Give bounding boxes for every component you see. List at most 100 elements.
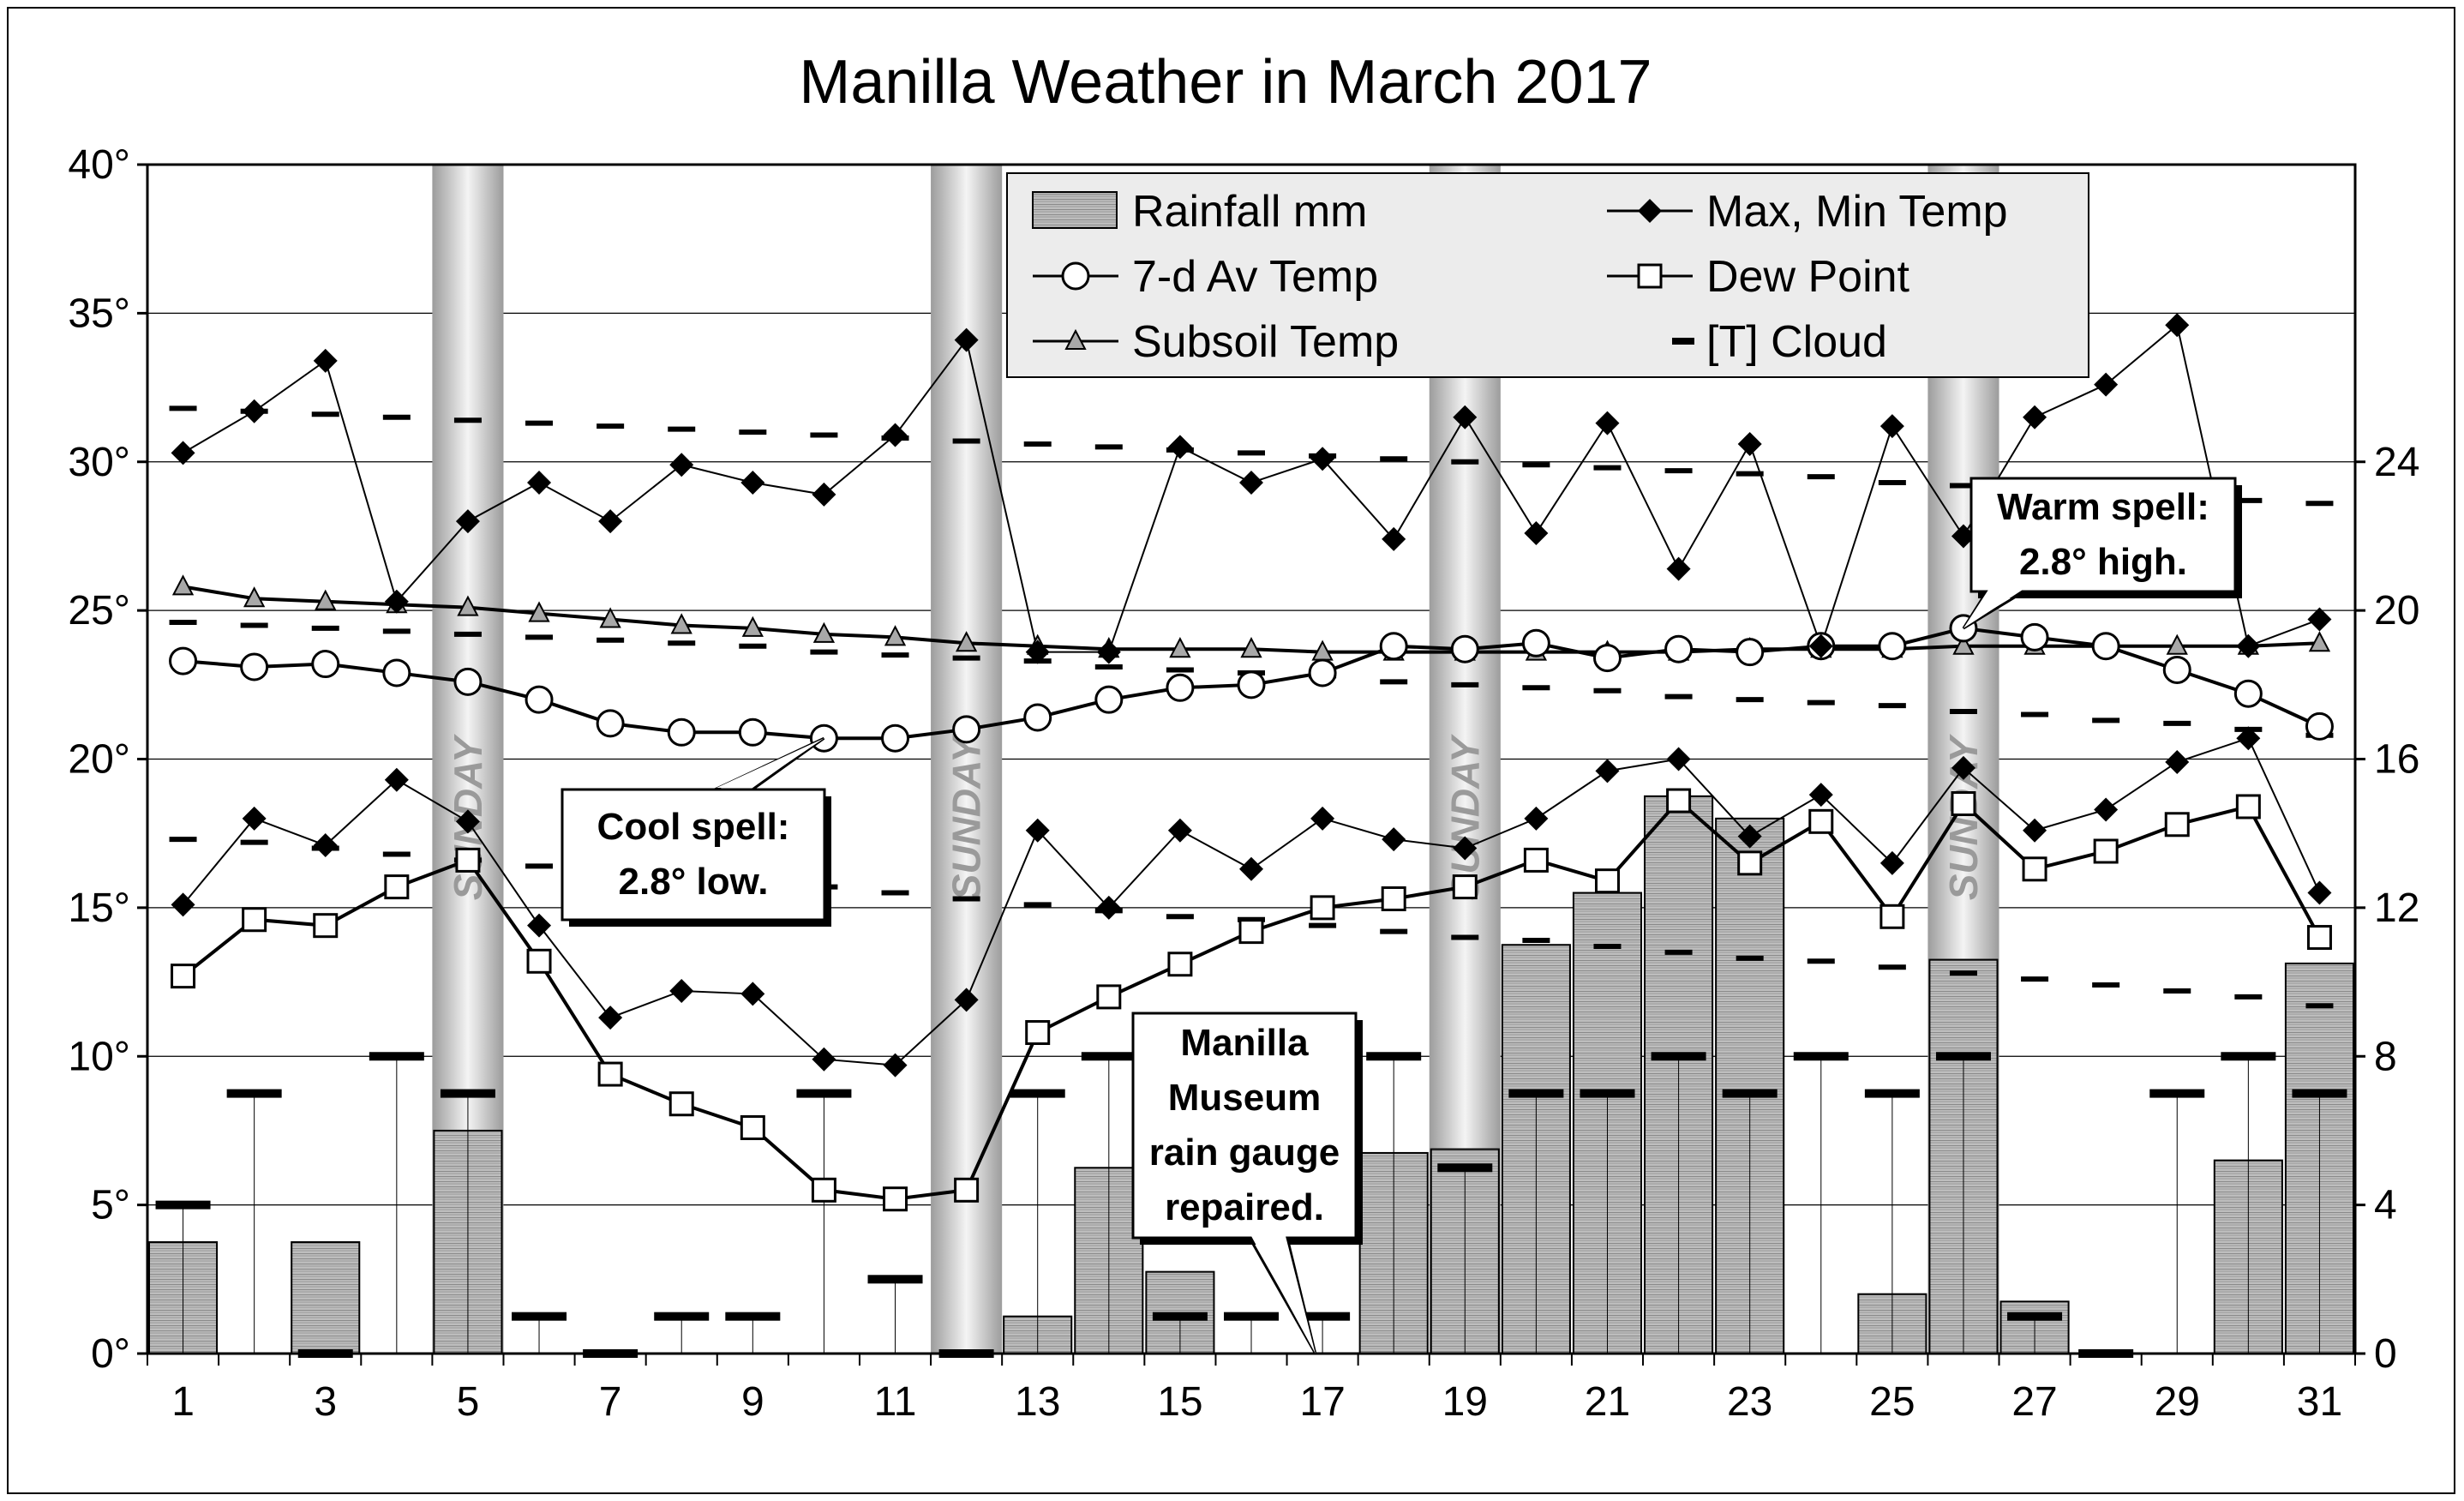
cloud-dash xyxy=(2221,1052,2276,1061)
dew-point-point xyxy=(2093,838,2119,864)
callout-museum: Manilla Museum rain gauge repaired. xyxy=(1131,1012,1363,1354)
avg-temp-point xyxy=(382,658,411,687)
avg-temp-point xyxy=(2305,711,2334,741)
min-temp-point xyxy=(669,978,694,1003)
y-right-tick-label: 0 xyxy=(2374,1331,2397,1377)
max-temp-point xyxy=(2236,633,2261,658)
min-temp-point xyxy=(455,809,480,834)
y-left-tick-label: 10° xyxy=(68,1034,130,1079)
y-right-tick-label: 12 xyxy=(2374,886,2419,931)
cloud-dash xyxy=(369,1052,424,1061)
min-temp-point xyxy=(1239,856,1263,881)
dew-point-point xyxy=(811,1177,836,1203)
max-temp-point xyxy=(2307,607,2332,632)
callout-text-line: repaired. xyxy=(1165,1186,1324,1228)
dew-point-point xyxy=(1808,808,1834,834)
avg-temp-point xyxy=(240,652,269,681)
max-temp-point xyxy=(1951,524,1975,549)
y-left-tick-label: 20° xyxy=(68,737,130,783)
dew-point-point xyxy=(526,948,552,974)
x-tick-label: 11 xyxy=(874,1379,917,1425)
callout-text-line: Cool spell: xyxy=(597,806,790,848)
min-temp-point xyxy=(1382,827,1406,852)
subsoil-point xyxy=(741,615,764,637)
cloud-dash xyxy=(1010,1089,1065,1098)
avg-temp-point xyxy=(881,723,910,753)
subsoil-point xyxy=(243,586,266,608)
max-temp-point xyxy=(812,482,836,507)
legend-dash-swatch xyxy=(1672,338,1694,345)
y-right-tick-label: 4 xyxy=(2374,1183,2397,1228)
dew-point-point xyxy=(384,874,410,900)
avg-temp-point xyxy=(525,685,554,714)
legend-label: Subsoil Temp xyxy=(1132,317,1399,367)
avg-temp-point xyxy=(453,667,483,696)
avg-temp-point xyxy=(667,717,696,747)
avg-temp-point xyxy=(2233,679,2263,708)
legend-box xyxy=(1006,172,2089,378)
legend-symbol-square-line xyxy=(1607,263,1693,289)
min-temp-point xyxy=(1310,806,1335,831)
max-temp-point xyxy=(384,589,409,614)
avg-temp-point xyxy=(1237,670,1266,699)
avg-temp-point xyxy=(2162,655,2191,684)
cloud-dash xyxy=(1366,1052,1422,1061)
max-temp-point xyxy=(1524,520,1549,545)
subsoil-point xyxy=(884,625,907,646)
y-left-tick-label: 5° xyxy=(91,1183,130,1228)
dew-point-point xyxy=(954,1177,980,1203)
max-temp-point xyxy=(1382,526,1406,551)
subsoil-point xyxy=(528,601,550,622)
avg-temp-point xyxy=(1308,658,1337,687)
avg-temp-point xyxy=(311,650,340,679)
max-temp-point xyxy=(1666,556,1691,581)
cloud-dash xyxy=(796,1089,852,1098)
y-right-tick-label: 8 xyxy=(2374,1034,2397,1079)
dew-point-point xyxy=(883,1186,908,1212)
cloud-dash xyxy=(1081,1052,1136,1061)
legend-square xyxy=(1637,263,1663,289)
max-temp-point xyxy=(1310,447,1335,471)
min-temp-point xyxy=(1453,836,1478,861)
cloud-dash xyxy=(1224,1312,1279,1321)
callout-pointer-fill xyxy=(1963,590,2023,628)
cloud-dash xyxy=(1722,1089,1778,1098)
dew-point-point xyxy=(597,1061,623,1087)
cloud-dash xyxy=(654,1312,710,1321)
dew-point-point xyxy=(1951,791,1976,817)
min-temp-point xyxy=(1167,818,1192,843)
min-temp-point xyxy=(2023,818,2047,843)
max-temp-point xyxy=(1167,435,1192,459)
subsoil-point xyxy=(955,631,978,652)
max-temp-point xyxy=(1025,639,1050,664)
cloud-dash xyxy=(1437,1163,1493,1173)
x-tick-label: 31 xyxy=(2297,1379,2342,1425)
y-left-tick-label: 35° xyxy=(68,291,130,336)
min-temp-point xyxy=(1808,783,1833,808)
legend-symbol-circle-line xyxy=(1033,261,1118,291)
callout-text-line: Museum xyxy=(1168,1077,1321,1119)
cloud-dash xyxy=(2149,1089,2205,1098)
x-tick-label: 9 xyxy=(741,1379,764,1425)
avg-temp-point xyxy=(1521,628,1550,657)
max-temp-point xyxy=(1879,414,1904,439)
max-temp-point xyxy=(2023,405,2047,429)
min-temp-point xyxy=(1595,759,1620,784)
y-right-tick-label: 16 xyxy=(2374,737,2419,783)
dew-point-point xyxy=(2306,925,2332,951)
subsoil-point xyxy=(171,574,195,596)
cloud-dash xyxy=(2292,1089,2347,1098)
max-temp-point xyxy=(1096,639,1121,664)
legend-label: 7-d Av Temp xyxy=(1132,252,1378,302)
max-temp-point xyxy=(1239,471,1263,495)
x-tick-label: 5 xyxy=(457,1379,480,1425)
legend-label: Dew Point xyxy=(1706,252,1910,302)
min-temp-point xyxy=(2094,797,2119,822)
callout-cool: Cool spell: 2.8° low. xyxy=(561,736,831,927)
sunday-band xyxy=(931,165,1003,1354)
dew-point-point xyxy=(668,1091,694,1117)
legend-triangle xyxy=(1064,328,1087,350)
max-temp-point xyxy=(242,399,267,423)
subsoil-point xyxy=(1240,637,1262,658)
